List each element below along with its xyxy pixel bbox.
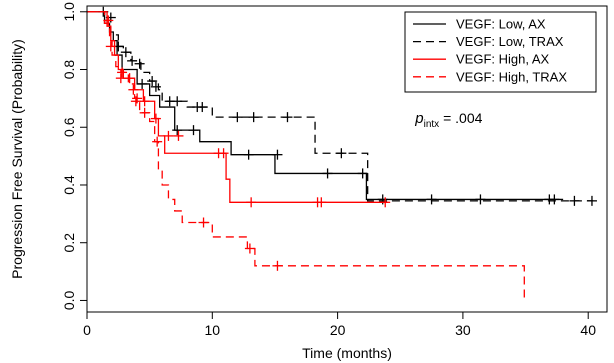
y-tick-label: 0.6 (61, 117, 77, 137)
censor-mark (243, 149, 254, 160)
censor-mark (139, 96, 150, 107)
x-tick-label: 10 (205, 322, 221, 338)
x-tick-label: 20 (330, 322, 346, 338)
censor-mark (150, 81, 161, 92)
censor-mark (426, 194, 437, 205)
censor-mark (218, 148, 229, 159)
censor-mark (172, 96, 183, 107)
censor-mark (163, 130, 174, 141)
censor-mark (172, 125, 183, 136)
censor-mark (134, 58, 145, 69)
p-value: = .004 (439, 110, 482, 126)
y-tick-label: 0.4 (61, 175, 77, 195)
censor-mark (124, 73, 135, 84)
plot-frame (86, 5, 608, 313)
censor-mark (188, 125, 199, 136)
legend-box (404, 11, 597, 93)
legend: VEGF: Low, AX VEGF: Low, TRAX VEGF: High, … (404, 11, 597, 93)
censor-mark (586, 195, 597, 206)
p-subscript: intx (424, 119, 440, 130)
censor-mark (147, 76, 158, 87)
censor-mark (130, 96, 141, 107)
x-tick-label: 0 (83, 322, 91, 338)
y-tick-label: 0.8 (61, 60, 77, 80)
censor-mark (139, 107, 150, 118)
censor-mark (137, 78, 148, 89)
censor-mark (380, 197, 391, 208)
censor-mark (232, 112, 243, 123)
p-interaction-annotation: pintx = .004 (414, 110, 482, 130)
censor-mark (549, 194, 560, 205)
legend-label: VEGF: High, AX (456, 52, 550, 67)
censor-mark (336, 148, 347, 159)
censor-mark (117, 67, 128, 78)
censor-mark (127, 55, 138, 66)
series-group (87, 6, 597, 301)
censor-mark (115, 73, 126, 84)
y-tick-label: 0.0 (61, 291, 77, 311)
p-symbol: p (414, 110, 423, 127)
censor-mark (120, 47, 131, 58)
censor-mark (198, 217, 209, 228)
censor-mark (316, 197, 327, 208)
censor-mark (246, 197, 257, 208)
axes-group: 0 10 20 30 40 0.0 0.2 0.4 0.6 0.8 1.0 (61, 2, 596, 338)
censor-mark (272, 149, 283, 160)
censor-mark (357, 168, 368, 179)
censor-mark (244, 243, 255, 254)
y-tick-label: 0.2 (61, 233, 77, 253)
censor-mark (150, 113, 161, 124)
censor-mark (173, 130, 184, 141)
series-line-4 (87, 11, 525, 301)
y-axis-title: Progression Free Survival (Probability) (9, 39, 25, 279)
censor-mark (105, 41, 116, 52)
legend-label: VEGF: High, TRAX (456, 69, 567, 84)
censor-mark (128, 84, 139, 95)
censor-mark (248, 112, 259, 123)
x-tick-label: 40 (580, 322, 596, 338)
x-axis-title: Time (months) (302, 345, 392, 361)
legend-label: VEGF: Low, TRAX (456, 34, 564, 49)
censor-mark (103, 15, 114, 26)
censor-mark (272, 260, 283, 271)
legend-label: VEGF: Low, AX (456, 17, 546, 32)
y-tick-label: 1.0 (61, 2, 77, 22)
censor-mark (282, 112, 293, 123)
censor-mark (475, 194, 486, 205)
censor-mark (322, 168, 333, 179)
censor-mark (152, 136, 163, 147)
censor-mark (197, 102, 208, 113)
censor-mark (569, 195, 580, 206)
x-tick-label: 30 (455, 322, 471, 338)
